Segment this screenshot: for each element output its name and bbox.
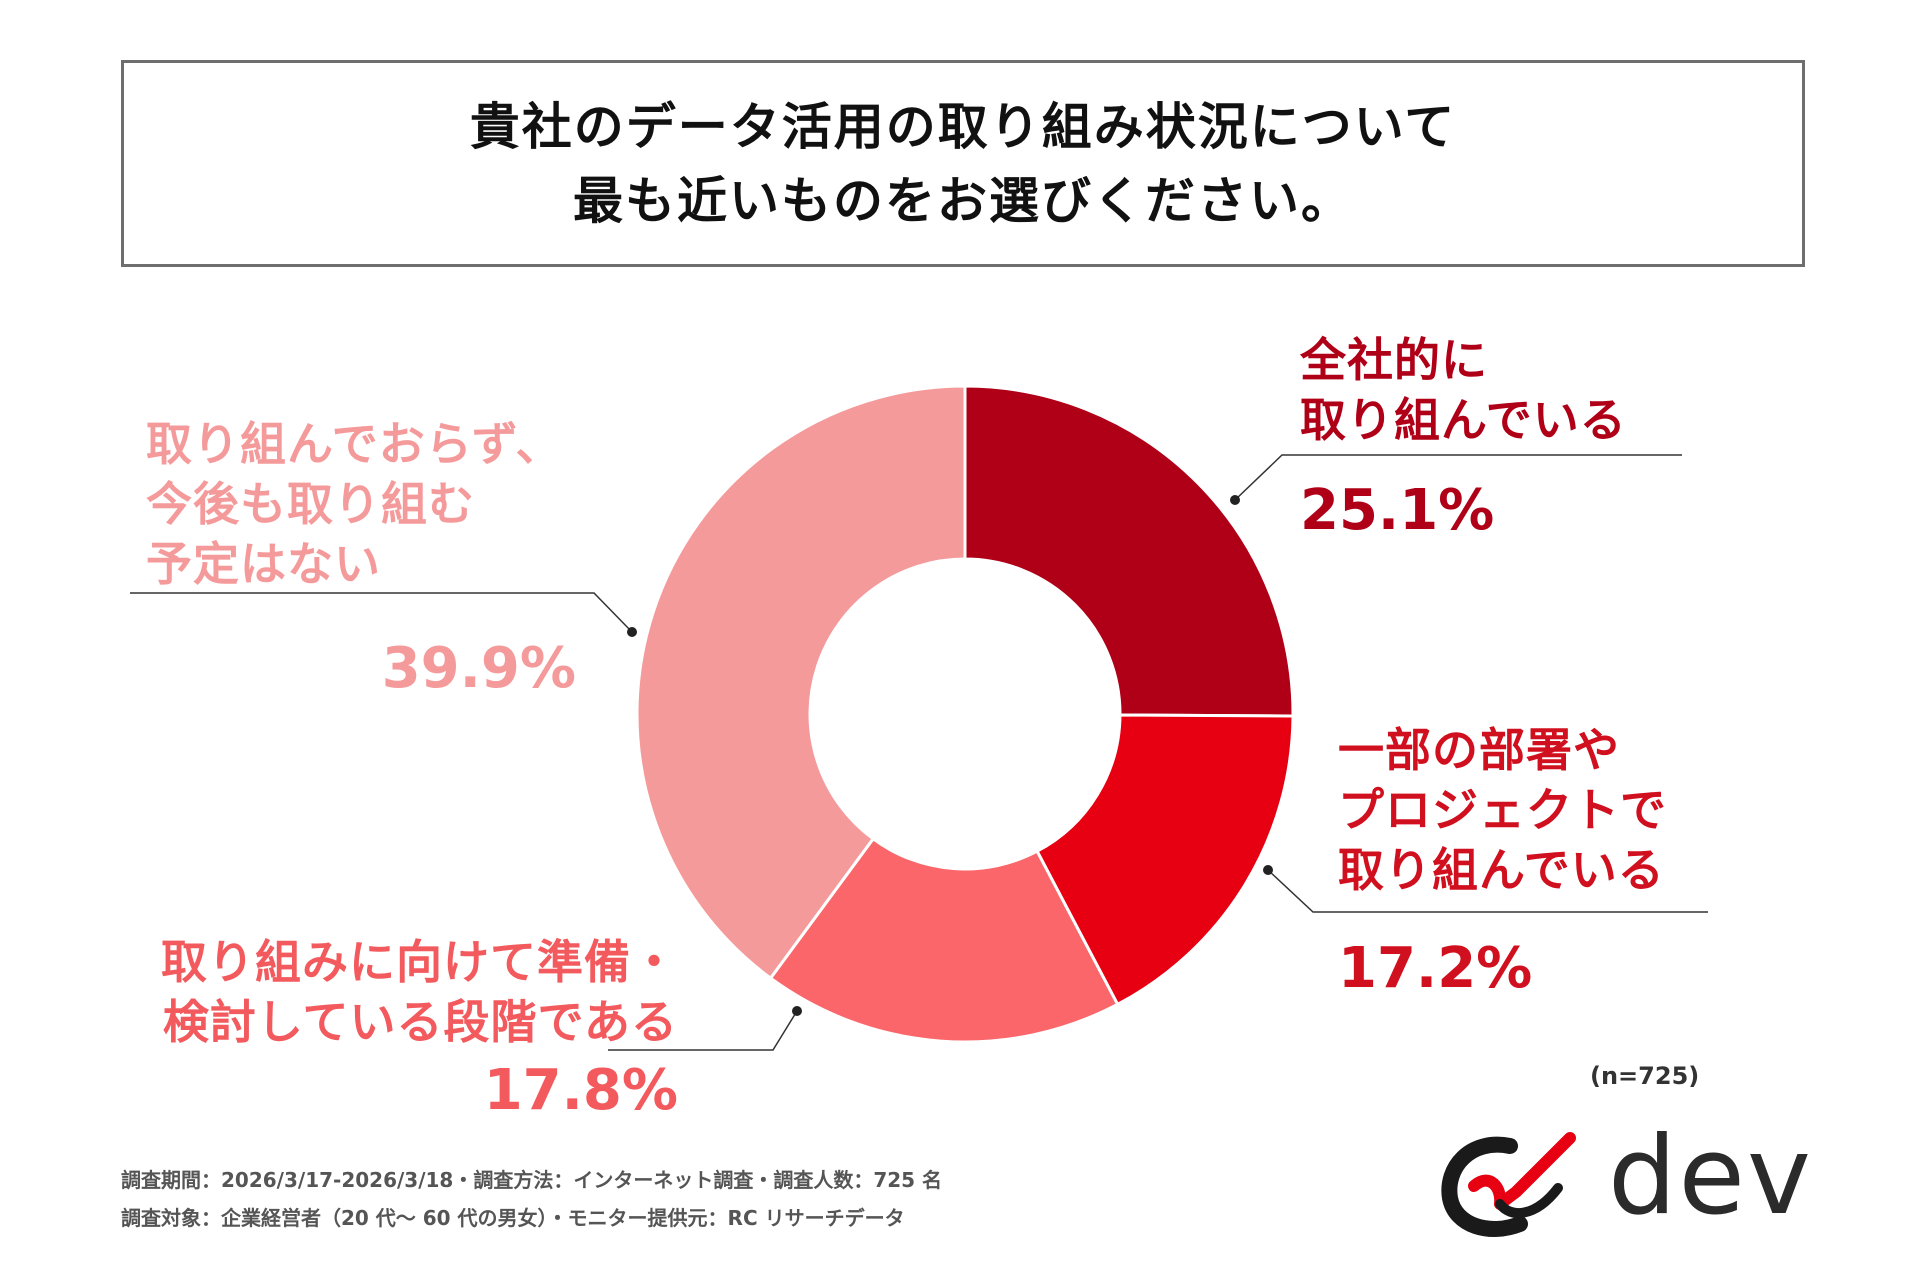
label-slice-1: 一部の部署や プロジェクトで 取り組んでいる 17.2% <box>1338 720 1667 1001</box>
slice-0 <box>963 384 1295 718</box>
leader-line-1 <box>1267 869 1708 913</box>
slice-3 <box>635 384 967 981</box>
leader-dot-2 <box>792 1006 802 1016</box>
dev-logo-text: dev <box>1608 1114 1813 1239</box>
leader-dot-0 <box>1230 495 1240 505</box>
slice-2 <box>768 836 1120 1044</box>
label-slice-2-percent: 17.8% <box>483 1058 678 1123</box>
label-slice-2: 取り組みに向けて準備・ 検討している段階である 17.8% <box>128 932 678 1123</box>
label-slice-2-category: 取り組みに向けて準備・ 検討している段階である <box>161 935 678 1049</box>
footer-survey-period: 調査期間：2026/3/17-2026/3/18・調査方法：インターネット調査・… <box>121 1168 943 1192</box>
label-slice-3-percent: 39.9% <box>381 636 576 701</box>
title-line-1: 貴社のデータ活用の取り組み状況について <box>469 97 1457 156</box>
label-slice-3: 取り組んでおらず、 今後も取り組む 予定はない 39.9% <box>146 414 576 701</box>
leader-dot-3 <box>627 627 637 637</box>
slice-1 <box>1035 713 1295 1007</box>
label-slice-0-category: 全社的に 取り組んでいる <box>1300 333 1627 447</box>
title-line-2: 最も近いものをお選びください。 <box>573 171 1353 230</box>
leader-line-3 <box>130 592 633 633</box>
sample-size: (n=725) <box>1590 1062 1700 1090</box>
dev-logo-mark-icon <box>1441 1132 1576 1237</box>
label-slice-1-category: 一部の部署や プロジェクトで 取り組んでいる <box>1338 723 1667 897</box>
label-slice-1-percent: 17.2% <box>1338 936 1533 1001</box>
title-box: 貴社のデータ活用の取り組み状況について 最も近いものをお選びください。 <box>121 60 1805 267</box>
leader-dot-1 <box>1263 865 1273 875</box>
leader-line-2 <box>608 1010 798 1051</box>
label-slice-3-category: 取り組んでおらず、 今後も取り組む 予定はない <box>146 417 563 591</box>
dev-logo: dev <box>1440 1114 1820 1239</box>
label-slice-0-percent: 25.1% <box>1300 478 1495 543</box>
leader-line-0 <box>1234 454 1682 501</box>
footer-survey-target: 調査対象：企業経営者（20 代～ 60 代の男女）・モニター提供元：RC リサー… <box>121 1206 905 1230</box>
label-slice-0: 全社的に 取り組んでいる 25.1% <box>1300 330 1627 543</box>
